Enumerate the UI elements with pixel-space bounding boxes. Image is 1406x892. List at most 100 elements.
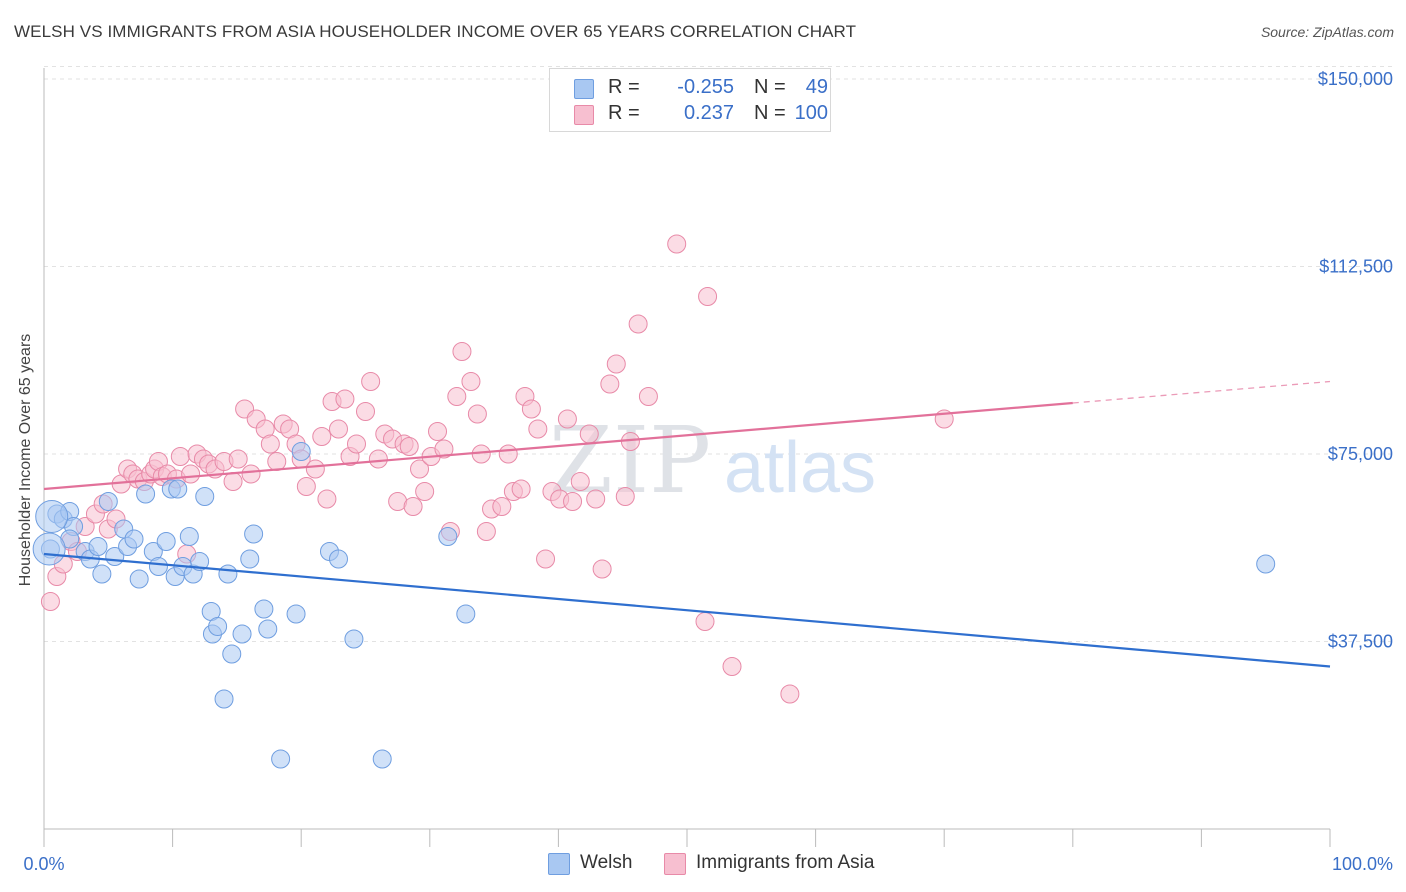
data-point <box>536 549 556 569</box>
y-axis-label: Householder Income Over 65 years <box>17 333 34 587</box>
data-point <box>399 437 419 456</box>
data-point <box>267 452 287 471</box>
data-point <box>258 619 278 639</box>
watermark-atlas: atlas <box>724 428 876 508</box>
data-point <box>223 472 243 491</box>
data-point <box>260 434 280 454</box>
data-point <box>214 689 234 709</box>
data-point <box>218 564 238 584</box>
data-point <box>88 537 108 556</box>
n-label: N = <box>754 76 786 98</box>
data-point <box>628 314 648 334</box>
data-point <box>606 354 626 374</box>
trend-layer <box>43 380 1331 668</box>
data-point <box>356 402 375 421</box>
data-point-large <box>35 500 69 533</box>
data-point <box>40 592 60 611</box>
chart-title: WELSH VS IMMIGRANTS FROM ASIA HOUSEHOLDE… <box>14 22 857 41</box>
data-point <box>335 389 355 409</box>
data-point <box>452 342 472 361</box>
data-point <box>244 524 264 544</box>
data-point <box>511 479 531 499</box>
data-point <box>346 434 366 454</box>
legend-label-welsh: Welsh <box>580 852 633 873</box>
data-point <box>222 644 242 664</box>
data-point <box>461 372 481 391</box>
data-point <box>136 484 156 504</box>
x-tick-label: 0.0% <box>23 854 64 874</box>
data-point <box>232 624 252 644</box>
data-point <box>312 427 332 446</box>
data-point <box>592 559 612 579</box>
data-point <box>170 447 190 466</box>
r-label: R = <box>608 102 640 124</box>
data-point <box>557 409 577 429</box>
series-welsh <box>32 442 1276 769</box>
data-point <box>434 439 454 459</box>
data-point <box>579 424 599 444</box>
data-point <box>780 684 800 704</box>
series-asia <box>40 234 954 704</box>
data-point <box>328 419 348 439</box>
data-point <box>254 599 274 619</box>
data-point <box>240 549 260 569</box>
data-point <box>190 552 210 571</box>
data-point <box>317 489 337 509</box>
data-point <box>586 489 606 509</box>
data-point <box>124 529 144 549</box>
data-point-large <box>32 532 66 566</box>
data-point <box>179 527 199 546</box>
data-point <box>372 749 392 769</box>
data-point <box>638 387 658 406</box>
n-value: 49 <box>805 76 828 98</box>
data-point <box>492 497 512 516</box>
data-point <box>438 527 458 546</box>
data-point <box>291 442 311 461</box>
legend-swatch-welsh <box>548 853 570 875</box>
data-point <box>498 444 518 464</box>
data-point <box>92 564 112 584</box>
data-point <box>415 482 435 501</box>
data-point <box>447 387 467 406</box>
data-point <box>615 487 635 506</box>
data-point <box>328 549 348 569</box>
data-point <box>271 749 291 769</box>
legend-swatch-asia <box>574 105 594 125</box>
data-point <box>241 464 261 484</box>
data-point <box>722 657 742 676</box>
r-value: 0.237 <box>683 102 734 124</box>
data-point <box>181 464 201 484</box>
data-point <box>296 477 316 496</box>
x-tick-label: 100.0% <box>1332 854 1393 874</box>
n-value: 100 <box>794 102 828 124</box>
data-point <box>403 497 423 516</box>
y-tick-label: $150,000 <box>1318 69 1393 89</box>
n-label: N = <box>754 102 786 124</box>
data-point <box>361 372 381 391</box>
data-point <box>156 532 176 551</box>
data-point <box>428 422 448 441</box>
data-point <box>305 459 325 479</box>
data-point <box>563 492 583 511</box>
y-axis-label-wrap: Householder Income Over 65 years <box>14 300 38 620</box>
r-label: R = <box>608 76 640 98</box>
axes <box>43 68 1331 847</box>
legend-swatch-asia <box>664 853 686 875</box>
data-point <box>168 479 188 499</box>
trend-line-welsh <box>43 552 1331 668</box>
data-point <box>698 287 718 306</box>
y-tick-label: $112,500 <box>1319 257 1393 277</box>
data-point <box>1256 554 1276 574</box>
legend-swatch-welsh <box>574 79 594 99</box>
trend-line-asia-extrapolated <box>1072 380 1331 404</box>
data-point <box>368 449 388 469</box>
correlation-legend: R = -0.255 N = 49 R = 0.237 N = 100 <box>549 68 831 132</box>
trend-line-asia <box>43 401 1073 491</box>
series-layer <box>32 234 1276 769</box>
chart-source: Source: ZipAtlas.com <box>1260 24 1394 40</box>
data-point <box>286 604 306 624</box>
data-point <box>148 557 168 576</box>
legend-label-asia: Immigrants from Asia <box>696 852 875 873</box>
data-point <box>467 404 487 424</box>
